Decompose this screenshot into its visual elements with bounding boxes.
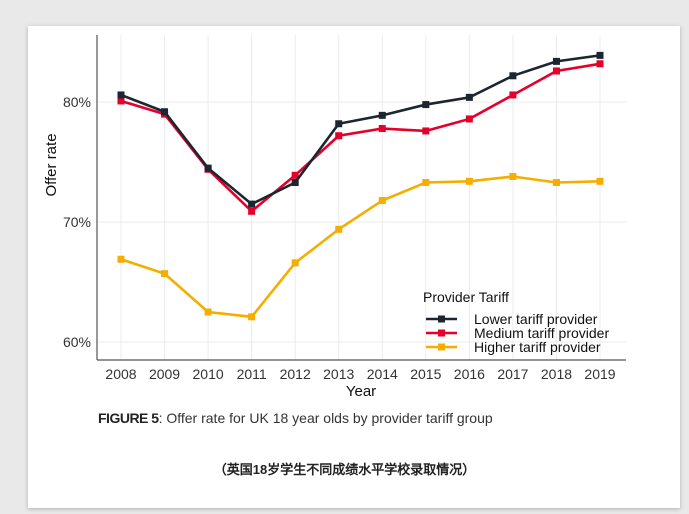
data-point [422, 127, 430, 135]
x-tick-label: 2017 [497, 366, 528, 382]
x-tick-label: 2016 [454, 366, 485, 382]
legend-label: Lower tariff provider [474, 311, 598, 327]
data-point [335, 120, 343, 128]
legend-title: Provider Tariff [423, 289, 509, 305]
data-point [335, 132, 343, 140]
data-point [465, 177, 473, 185]
data-point [291, 171, 299, 179]
chinese-subtitle: （英国18岁学生不同成绩水平学校录取情况） [213, 462, 476, 477]
x-tick-label: 2011 [237, 366, 267, 382]
x-tick-label: 2010 [193, 366, 224, 382]
data-point [117, 91, 125, 99]
series-line [120, 175, 601, 319]
data-point [117, 97, 125, 105]
data-point [248, 207, 256, 215]
data-point [378, 125, 386, 133]
data-point [291, 259, 299, 267]
y-tick-label: 60% [63, 334, 91, 350]
data-point [465, 115, 473, 123]
caption-text: : Offer rate for UK 18 year olds by prov… [158, 410, 493, 426]
x-tick-label: 2015 [410, 366, 441, 382]
data-point [161, 270, 169, 278]
legend-marker [438, 329, 445, 337]
x-tick-label: 2019 [584, 366, 615, 382]
data-point [378, 196, 386, 204]
data-point [465, 93, 473, 101]
data-point [161, 108, 169, 116]
data-point [596, 51, 604, 59]
data-point [248, 313, 256, 321]
legend-label: Medium tariff provider [474, 325, 609, 341]
data-point [378, 111, 386, 119]
legend-label: Higher tariff provider [474, 339, 601, 355]
line-chart: 60% 70% 80% 2008 2009 2010 2011 2012 2013 2014 201… [43, 35, 626, 400]
data-point [596, 60, 604, 68]
data-point [509, 91, 517, 99]
data-point [335, 225, 343, 233]
figure-caption: FIGURE 5: Offer rate for UK 18 year olds… [98, 410, 493, 426]
data-point [596, 177, 604, 185]
data-point [422, 101, 430, 109]
y-tick-label: 80% [63, 94, 91, 110]
data-point [509, 173, 517, 181]
y-axis-title: Offer rate [43, 133, 60, 196]
x-tick-label: 2008 [105, 366, 136, 382]
x-axis-title: Year [346, 383, 376, 400]
series-line [120, 54, 601, 206]
data-point [552, 179, 560, 187]
x-tick-label: 2013 [323, 366, 354, 382]
legend-marker [438, 343, 445, 351]
data-point [248, 200, 256, 208]
data-point [204, 308, 212, 316]
data-point [204, 164, 212, 172]
data-point [117, 255, 125, 263]
data-point [291, 179, 299, 187]
x-tick-label: 2018 [541, 366, 572, 382]
data-point [509, 72, 517, 80]
x-tick-label: 2009 [149, 366, 180, 382]
data-point [552, 67, 560, 75]
series-line [120, 62, 601, 214]
data-point [552, 57, 560, 65]
x-tick-label: 2012 [280, 366, 311, 382]
figure-label: FIGURE 5 [98, 410, 159, 426]
data-point [422, 179, 430, 187]
y-tick-label: 70% [63, 214, 91, 230]
legend-marker [438, 315, 445, 323]
x-tick-label: 2014 [367, 366, 398, 382]
